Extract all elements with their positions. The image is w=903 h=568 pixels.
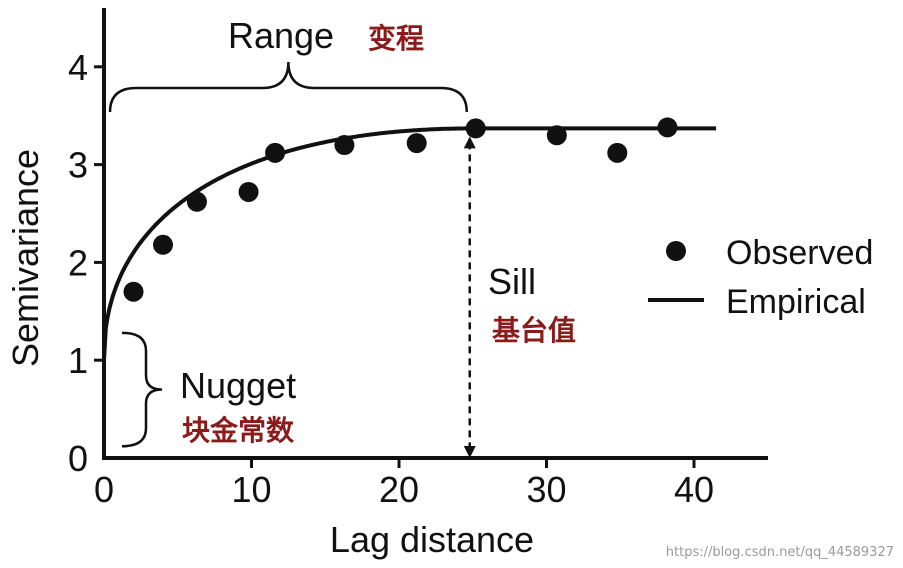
- y-tick-label: 4: [68, 47, 88, 88]
- x-axis-title: Lag distance: [330, 519, 534, 560]
- legend-observed-marker: [666, 241, 686, 261]
- x-tick-label: 20: [379, 469, 419, 510]
- observed-point: [153, 234, 173, 255]
- range-brace: [108, 61, 468, 113]
- observed-point: [657, 117, 678, 138]
- observed-point: [334, 135, 355, 156]
- nugget-label: Nugget: [180, 365, 296, 406]
- sill-label: Sill: [488, 261, 536, 302]
- observed-point: [406, 133, 427, 154]
- nugget-brace: [121, 331, 163, 448]
- observed-point: [465, 118, 486, 139]
- x-tick-label: 40: [674, 469, 714, 510]
- range-label: Range: [228, 15, 334, 56]
- nugget-label-cn: 块金常数: [182, 414, 295, 447]
- y-tick-label: 2: [68, 242, 88, 283]
- watermark-text: https://blog.csdn.net/qq_44589327: [666, 545, 894, 560]
- y-tick-label: 3: [68, 145, 88, 186]
- y-axis-title: Semivariance: [5, 149, 46, 367]
- x-tick-label: 0: [94, 469, 114, 510]
- x-tick-label: 10: [231, 469, 271, 510]
- observed-point: [265, 142, 286, 163]
- empirical-curve: [102, 126, 717, 361]
- y-ticks: 0 1 2 3 4: [68, 47, 104, 479]
- legend-empirical-label: Empirical: [726, 283, 866, 321]
- observed-point: [607, 142, 628, 163]
- sill-label-cn: 基台值: [492, 314, 576, 347]
- observed-points: [123, 117, 678, 302]
- observed-point: [186, 191, 207, 212]
- observed-point: [238, 181, 259, 202]
- x-ticks: 0 10 20 30 40: [94, 458, 714, 510]
- legend: Observed Empirical: [648, 234, 873, 321]
- observed-point: [123, 281, 144, 302]
- legend-observed-label: Observed: [726, 234, 873, 272]
- x-tick-label: 30: [526, 469, 566, 510]
- y-tick-label: 1: [68, 340, 88, 381]
- range-label-cn: 变程: [368, 22, 424, 55]
- observed-point: [546, 125, 567, 146]
- y-tick-label: 0: [68, 438, 88, 479]
